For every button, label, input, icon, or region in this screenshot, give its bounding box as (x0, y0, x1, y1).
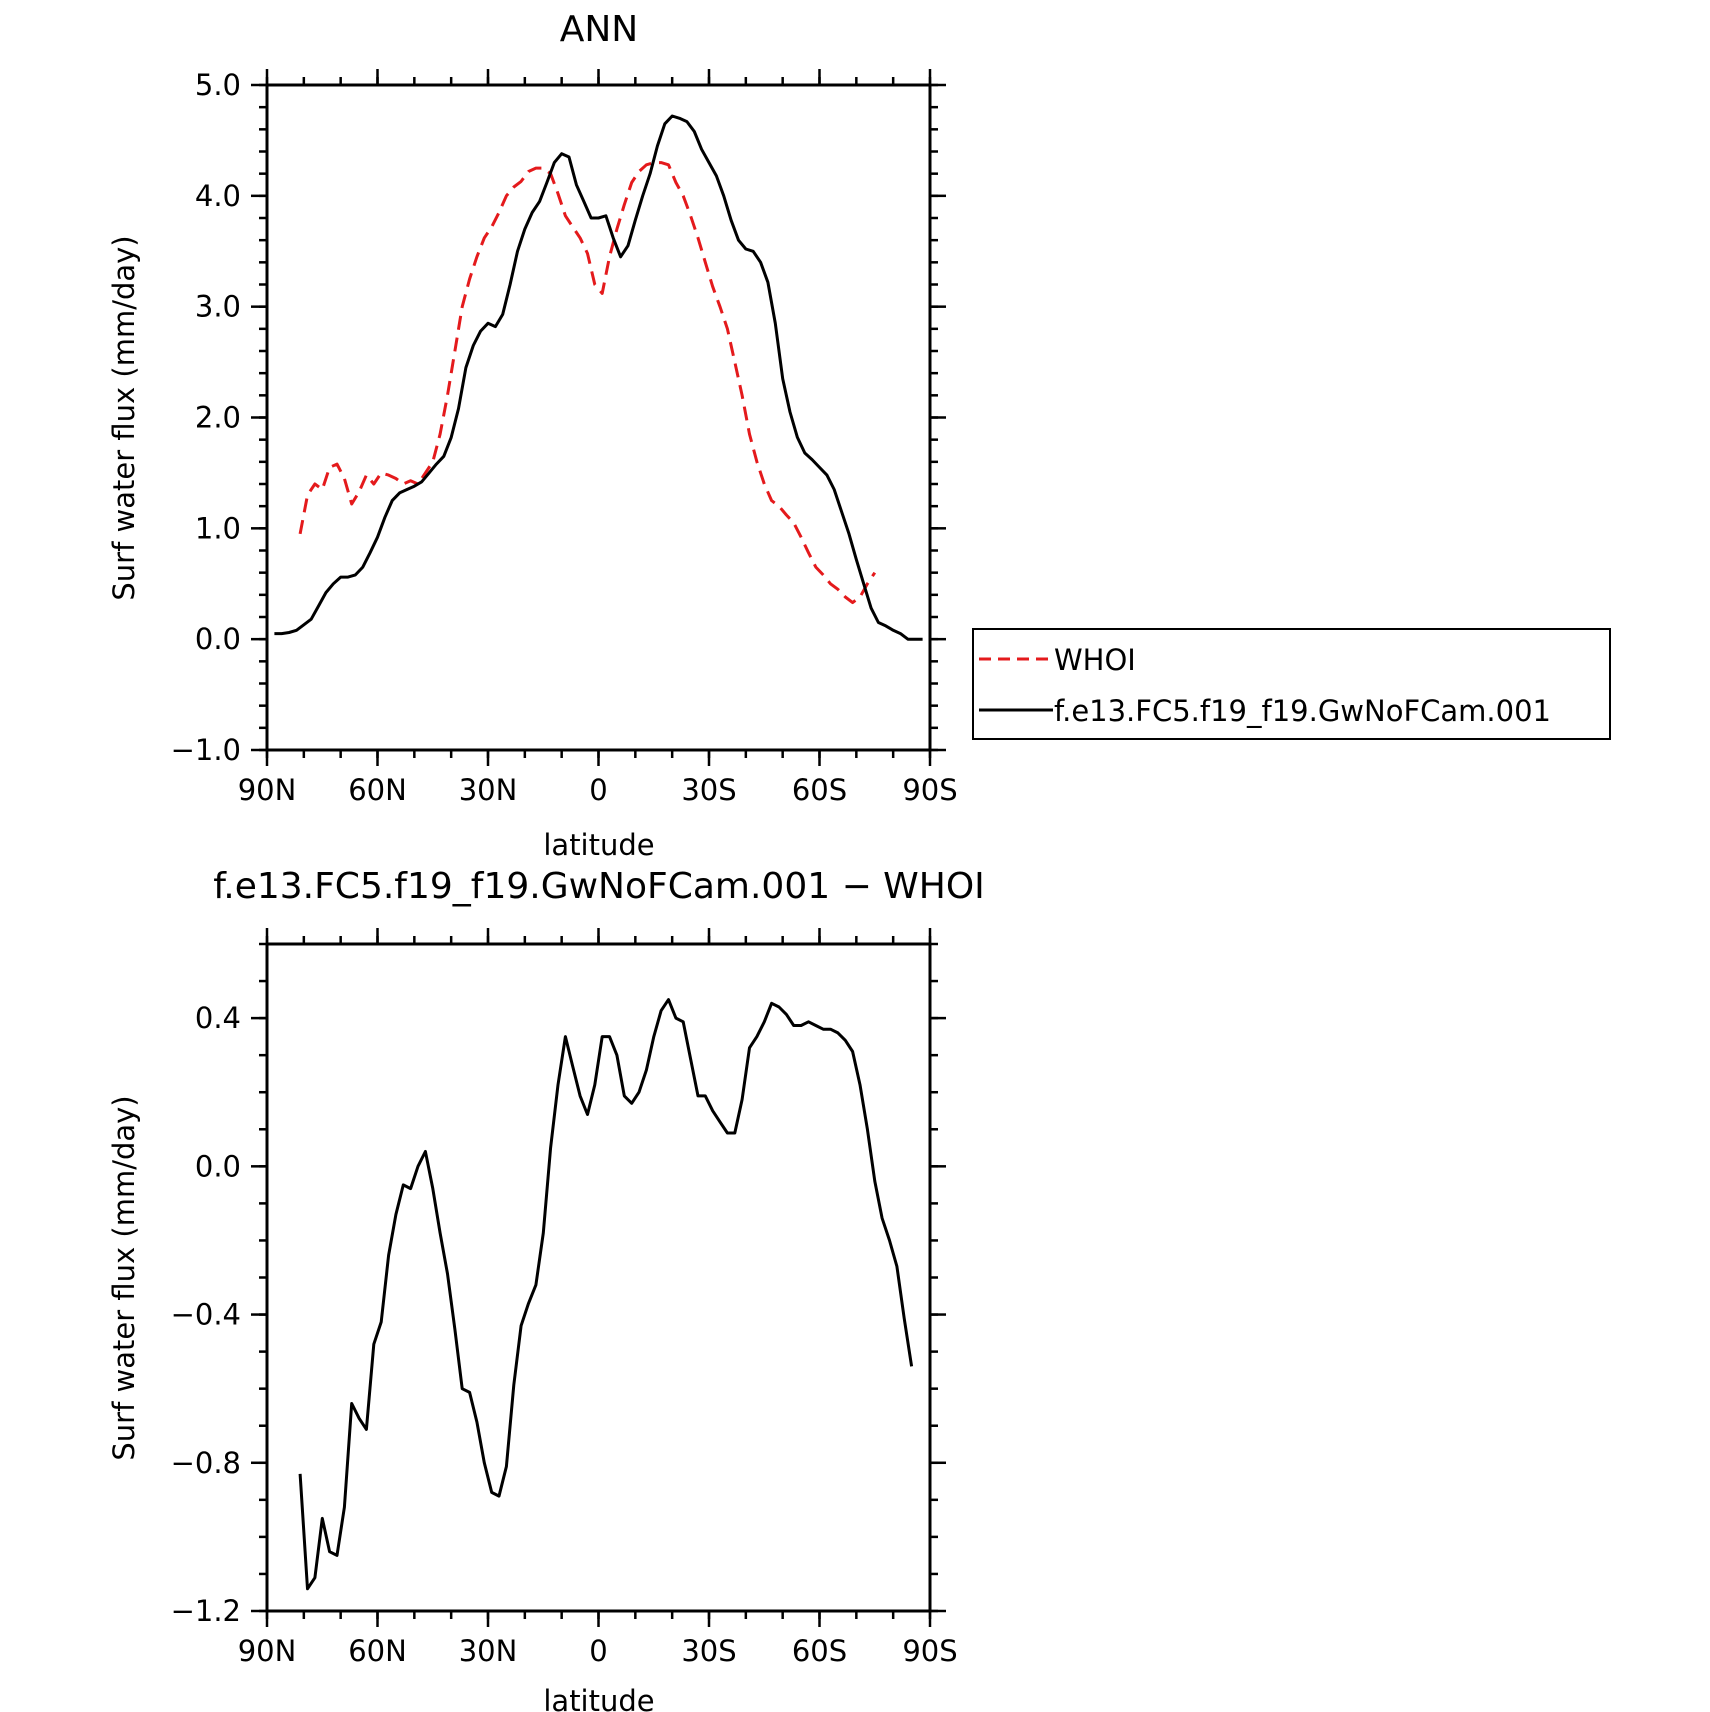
series-line-f-e13-fc5-f19-f19-gwnofcam-001 (274, 114, 923, 641)
y-tick-labels: −1.2 −0.8 −0.4 0.0 0.4 (171, 1001, 241, 1628)
x-tick-label: 0 (589, 1634, 607, 1668)
x-axis-label: latitude (543, 828, 654, 862)
series-line-difference (298, 998, 914, 1591)
x-tick-label: 90S (902, 773, 957, 807)
x-tick-label: 90N (238, 1634, 297, 1668)
series-line-whoi (298, 161, 877, 605)
y-tick-label: 2.0 (195, 401, 241, 435)
plot-frame (265, 83, 932, 752)
series-lines (274, 114, 923, 641)
x-tick-label: 90N (238, 773, 297, 807)
x-tick-label: 30N (459, 773, 518, 807)
tick-marks (251, 928, 946, 1627)
x-tick-label: 60N (348, 773, 407, 807)
x-tick-labels: 90N 60N 30N 0 30S 60S 90S (238, 773, 958, 807)
chart-title: f.e13.FC5.f19_f19.GwNoFCam.001 − WHOI (213, 866, 985, 907)
legend-label-model: f.e13.FC5.f19_f19.GwNoFCam.001 (1054, 694, 1551, 728)
chart-panel-difference: f.e13.FC5.f19_f19.GwNoFCam.001 − WHOI −1… (107, 866, 985, 1712)
x-tick-labels: 90N 60N 30N 0 30S 60S 90S (238, 1634, 958, 1668)
y-tick-label: 0.0 (195, 622, 241, 656)
series-lines (298, 998, 914, 1591)
legend: WHOI f.e13.FC5.f19_f19.GwNoFCam.001 (972, 628, 1611, 740)
x-axis-label: latitude (543, 1684, 654, 1712)
x-tick-label: 60S (792, 1634, 847, 1668)
y-tick-label: 0.0 (195, 1149, 241, 1183)
y-tick-labels: −1.0 0.0 1.0 2.0 3.0 4.0 5.0 (171, 68, 241, 767)
x-tick-label: 30S (681, 1634, 736, 1668)
y-tick-label: −0.8 (171, 1446, 241, 1480)
y-tick-label: −1.2 (171, 1594, 241, 1628)
x-tick-label: 60N (348, 1634, 407, 1668)
x-tick-label: 30N (459, 1634, 518, 1668)
legend-box (972, 628, 1611, 740)
y-tick-label: 5.0 (195, 68, 241, 102)
x-tick-label: 30S (681, 773, 736, 807)
y-tick-label: −0.4 (171, 1298, 241, 1332)
x-tick-label: 90S (902, 1634, 957, 1668)
tick-marks (251, 69, 946, 766)
y-axis-label: Surf water flux (mm/day) (107, 1095, 141, 1460)
y-tick-label: 4.0 (195, 179, 241, 213)
y-tick-label: 3.0 (195, 290, 241, 324)
y-tick-label: −1.0 (171, 733, 241, 767)
x-tick-label: 60S (792, 773, 847, 807)
chart-title: ANN (560, 9, 639, 50)
y-axis-label: Surf water flux (mm/day) (107, 235, 141, 600)
plot-frame (265, 942, 932, 1613)
y-tick-label: 1.0 (195, 511, 241, 545)
legend-label-whoi: WHOI (1054, 643, 1136, 677)
y-tick-label: 0.4 (195, 1001, 241, 1035)
chart-panel-annual: ANN −1.0 0.0 1.0 2.0 3.0 4.0 5.0 90N 60N 30N 0 30S… (107, 9, 1611, 862)
x-tick-label: 0 (589, 773, 607, 807)
